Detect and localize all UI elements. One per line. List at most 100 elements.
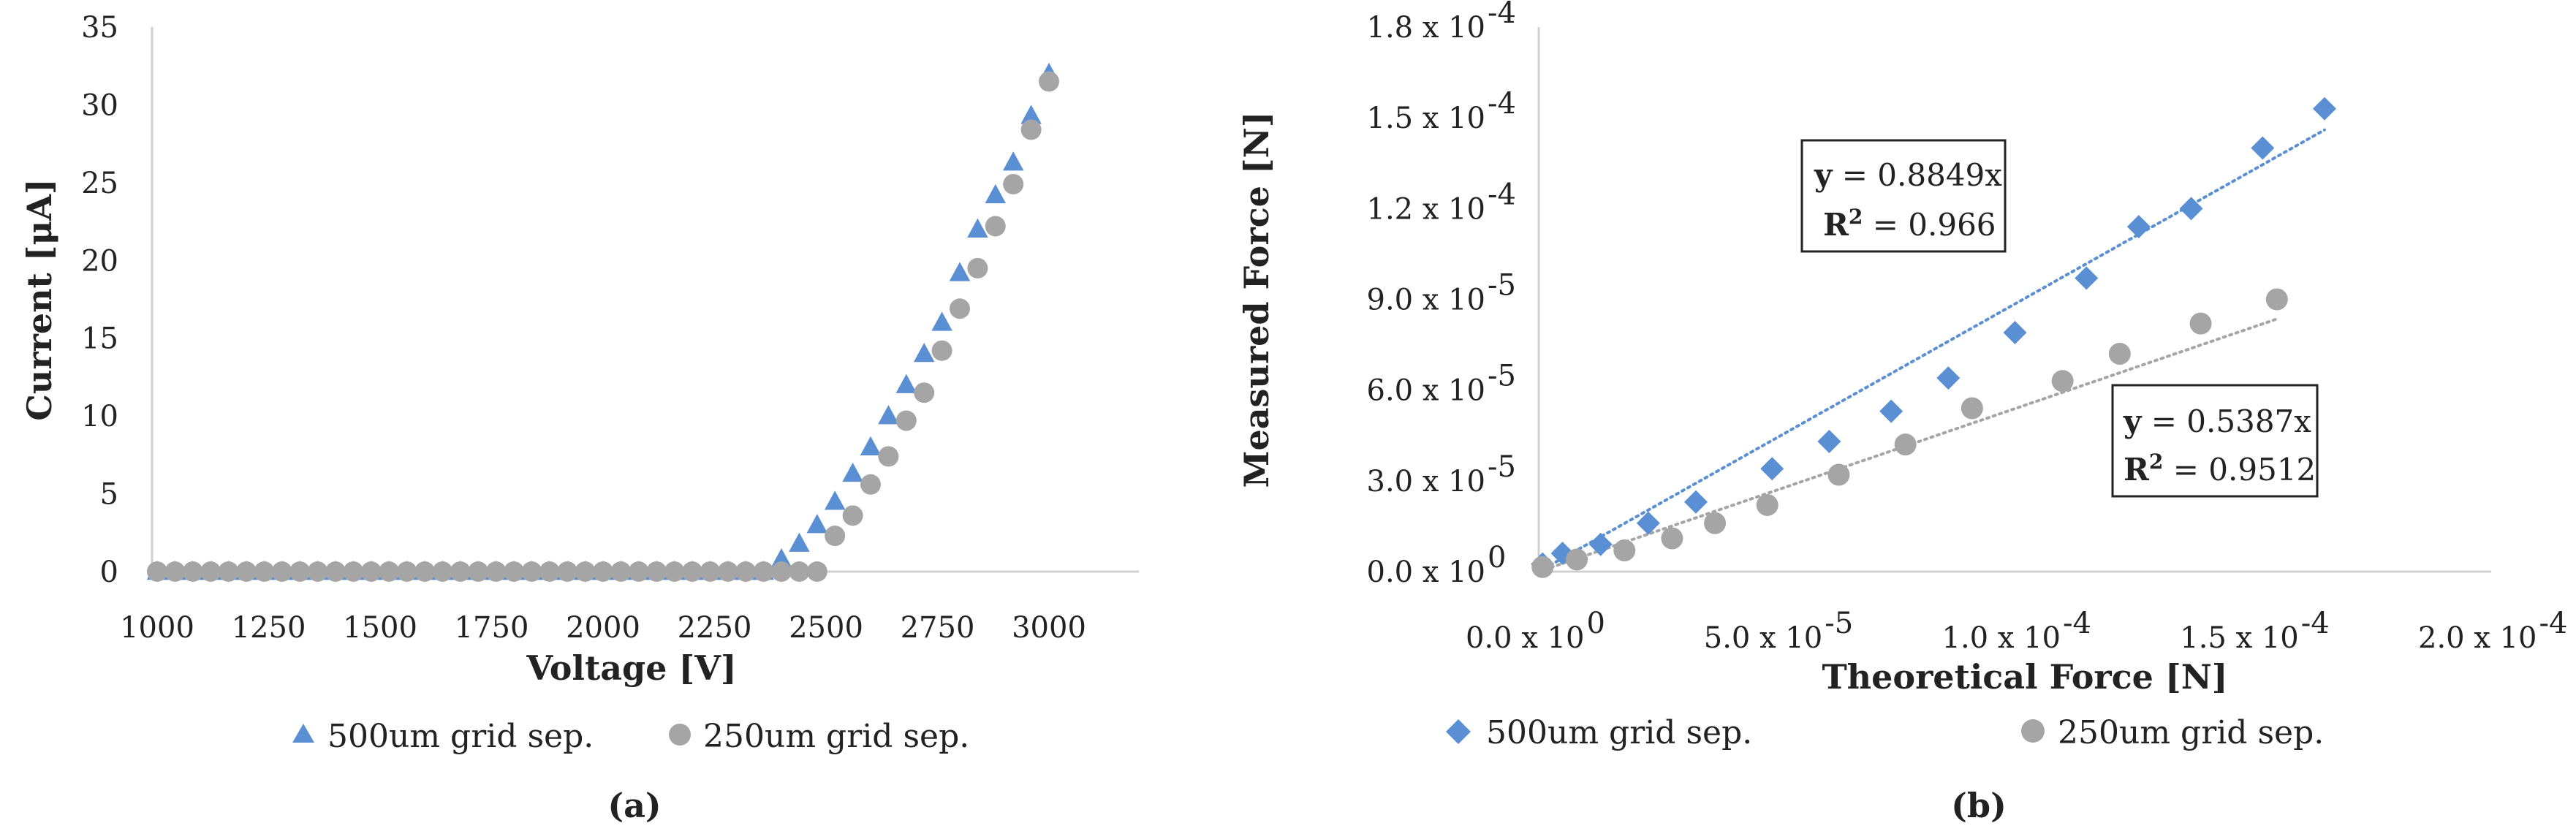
chart-a-ylabel: Current [μA] [20,178,59,420]
chart-b-y-tick-exp-2: -5 [1488,360,1516,393]
chart-a-series-2-point-27 [628,561,649,582]
chart-b-x-tick-exp-1: -5 [1825,607,1853,640]
chart-a-x-tick-4: 2000 [566,611,640,645]
legend-a-series-1-label: 500um grid sep. [327,718,594,755]
chart-a-series-2-point-18 [468,561,489,582]
chart-b-y-tick-exp-3: -5 [1488,269,1516,303]
eq1-text: = 0.8849x [1842,157,2003,193]
chart-b-y-tick-exp-6: -4 [1488,0,1516,30]
chart-b-y-tick-3: 9.0 x 10 [1367,284,1486,317]
chart-a-series-2-point-1 [164,561,186,582]
chart-b-series-2-point-12 [2265,288,2288,311]
chart-a-series-2-point-41 [878,446,899,467]
panel-label-b: (b) [1951,786,2007,825]
chart-b-series-2-point-9 [2051,370,2074,393]
chart-a-series-1-point-35 [770,547,792,568]
svg-text:y = 0.8849x: y = 0.8849x [1814,157,2002,193]
chart-b-series-2-point-6 [1827,463,1850,486]
chart-a-series-2-point-12 [360,561,382,582]
chart-a-series-1-point-47 [985,183,1007,204]
chart-a-x-tick-8: 3000 [1012,611,1086,645]
chart-a-y-tick-0: 0 [100,556,118,589]
chart-a-series-2-point-11 [343,561,364,582]
legend-b-series-1-label: 500um grid sep. [1486,714,1752,751]
chart-b-y-tick-6: 1.8 x 10 [1367,11,1486,45]
chart-b-x-tick-3: 1.5 x 10 [2180,621,2299,655]
chart-a-series-2-point-26 [610,561,632,582]
chart-b-x-tick-0: 0.0 x 10 [1466,621,1585,655]
chart-a-series-2-point-23 [557,561,578,582]
chart-a-x-ticks: 1000 1250 1500 1750 2000 2250 2500 2750 3000 [120,611,1086,645]
chart-b-series-1-point-8 [1936,366,1961,390]
chart-a-series-2-point-19 [485,561,507,582]
chart-a-series-2-point-9 [307,561,328,582]
chart-a-series-2-point-43 [914,382,935,403]
chart-b-y-tick-exp-0: 0 [1488,541,1506,575]
chart-a-series-2-point-39 [842,505,863,526]
chart-b-y-tick-5: 1.5 x 10 [1367,102,1486,135]
chart-a-y-tick-1: 5 [100,478,118,512]
chart-a-y-tick-2: 10 [81,400,118,433]
chart-b-series-2-point-11 [2189,312,2212,335]
chart-a-series-1-point-40 [860,436,882,455]
eq1-symbol: y [1814,157,1833,193]
chart-b-y-tick-exp-5: -4 [1488,87,1516,121]
chart-a: 0 5 10 15 20 25 30 35 1000 1250 1500 1750 2000 2250 2… [20,11,1139,825]
eq1-r2-value: = 0.966 [1873,207,1996,243]
legend-b-series-2-label: 250um grid sep. [2058,714,2324,751]
chart-b-y-tick-exp-1: -5 [1488,450,1516,484]
chart-b-series-1-point-12 [2179,197,2203,221]
chart-a-series-2-point-28 [646,561,667,582]
chart-b-series-1-point-5 [1760,457,1784,481]
chart-a-series-2-point-33 [735,561,757,582]
chart-a-legend: 500um grid sep. 250um grid sep. [292,718,969,755]
chart-b-y-tick-exp-4: -4 [1488,178,1516,211]
chart-a-series-2-point-3 [200,561,221,582]
chart-a-series-2-point-35 [771,561,792,582]
legend-a-series-2-label: 250um grid sep. [703,718,969,755]
chart-b-x-tick-2: 1.0 x 10 [1942,621,2061,655]
chart-a-series-2-point-15 [414,561,435,582]
chart-b-series-2-point-10 [2108,343,2131,365]
legend-b-circle-marker [2021,719,2045,743]
chart-a-series-1-point-42 [895,374,917,393]
chart-b-series-1-point-11 [2126,215,2151,239]
chart-b-y-tick-2: 6.0 x 10 [1367,374,1486,408]
chart-a-series-2-point-20 [504,561,524,582]
chart-b: 0.0 x 10 03.0 x 10 -56.0 x 10 -59.0 x 10 -51… [1237,0,2567,825]
chart-b-legend: 500um grid sep. 250um grid sep. [1446,714,2324,751]
chart-a-series-1-point-49 [1020,105,1042,124]
chart-b-series-1-point-2 [1588,532,1613,556]
chart-a-series-2-point-44 [931,340,952,361]
chart-b-x-ticks: 0.0 x 10 0 5.0 x 10 -5 1.0 x 10 -4 1.5 x 10 -4 2… [1466,607,2567,655]
chart-a-x-tick-3: 1750 [455,611,529,645]
chart-b-series-2-point-2 [1613,539,1636,562]
chart-a-series-2-point-2 [182,561,203,582]
chart-a-y-ticks: 0 5 10 15 20 25 30 35 [81,11,118,589]
chart-b-series-2-point-0 [1531,556,1554,578]
chart-b-x-tick-exp-3: -4 [2301,607,2330,640]
chart-b-series-1-point-13 [2251,136,2275,160]
svg-text:R2 = 0.9512: R2 = 0.9512 [2124,440,2316,488]
chart-a-xlabel: Voltage [V] [526,648,736,688]
chart-b-y-ticks: 0.0 x 10 03.0 x 10 -56.0 x 10 -59.0 x 10 -51… [1367,0,1516,589]
eq2-symbol: y [2123,403,2143,439]
chart-b-series-2-point-3 [1661,527,1683,550]
chart-a-series-2-point-7 [271,561,292,582]
chart-a-series-1-point-36 [789,532,810,552]
chart-a-series-2-point-50 [1039,71,1059,92]
chart-a-series-2-point-13 [379,561,400,582]
chart-b-x-tick-4: 2.0 x 10 [2418,621,2537,655]
chart-a-series-2-point-10 [325,561,346,582]
eq2-r2-value: = 0.9512 [2173,452,2316,488]
chart-a-x-tick-2: 1500 [343,611,417,645]
eq2-r2-label: R [2124,452,2150,488]
chart-a-series-1-point-44 [931,311,952,331]
chart-b-series-1-point-3 [1636,511,1660,535]
chart-a-points [146,62,1060,582]
chart-a-series-2-point-37 [806,561,827,582]
chart-b-x-tick-exp-0: 0 [1587,607,1605,640]
chart-a-series-2-point-25 [593,561,613,582]
trend-equation-box-1: y = 0.8849x R2 = 0.966 [1800,139,2007,253]
chart-b-series-1-point-14 [2312,96,2336,121]
